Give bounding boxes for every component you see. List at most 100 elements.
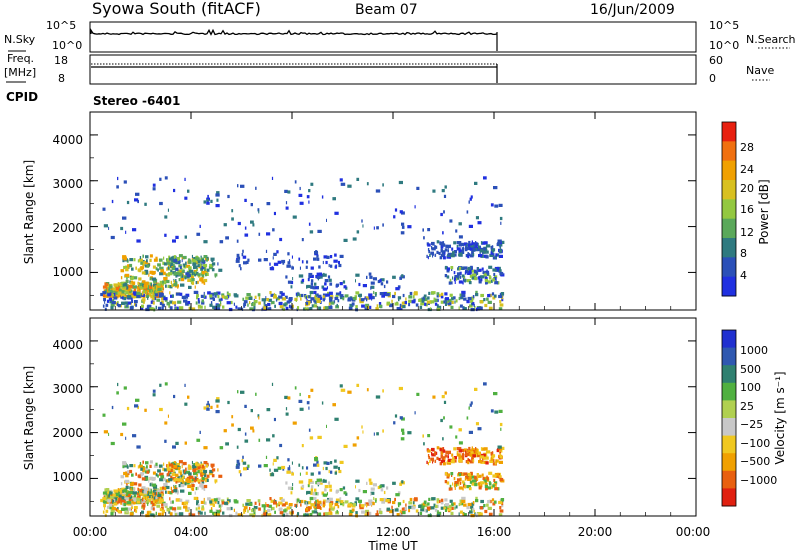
echo-cell <box>432 254 434 258</box>
echo-cell <box>318 471 321 475</box>
echo-cell <box>448 244 451 249</box>
echo-cell <box>118 497 122 501</box>
echo-cell <box>155 511 157 515</box>
echo-cell <box>394 208 398 212</box>
echo-cell <box>480 293 484 298</box>
echo-cell <box>353 503 356 507</box>
vel-cbar-tick-neg1000: −1000 <box>740 474 777 487</box>
echo-cell <box>104 513 107 517</box>
echo-cell <box>468 487 472 491</box>
echo-cell <box>360 504 365 508</box>
echo-cell <box>131 299 134 303</box>
echo-cell <box>325 499 330 503</box>
echo-cell <box>227 293 231 297</box>
echo-cell <box>204 268 207 272</box>
echo-cell <box>478 306 483 310</box>
echo-cell <box>451 473 453 477</box>
echo-cell <box>299 499 304 504</box>
echo-cell <box>445 265 448 270</box>
echo-cell <box>310 488 314 492</box>
echo-cell <box>491 498 495 502</box>
echo-cell <box>235 465 240 469</box>
power-cbar-tick-16: 16 <box>740 203 754 216</box>
xtick-1600: 16:00 <box>477 525 512 539</box>
echo-cell <box>427 243 431 247</box>
echo-cell <box>471 502 475 506</box>
echo-cell <box>328 263 330 268</box>
echo-cell <box>197 260 201 264</box>
echo-cell <box>191 484 195 488</box>
echo-cell <box>362 284 367 288</box>
echo-cell <box>175 274 178 278</box>
echo-cell <box>453 241 457 245</box>
echo-cell <box>122 465 125 469</box>
echo-cell <box>491 292 495 296</box>
echo-cell <box>369 275 373 279</box>
echo-cell <box>150 506 155 510</box>
echo-cell <box>491 245 494 249</box>
echo-cell <box>218 474 223 478</box>
echo-cell <box>279 443 283 448</box>
echo-cell <box>139 283 143 287</box>
echo-cell <box>338 263 342 268</box>
echo-cell <box>134 506 138 510</box>
echo-cell <box>397 285 401 289</box>
echo-cell <box>164 487 167 491</box>
echo-cell <box>107 293 111 297</box>
echo-cell <box>203 461 208 465</box>
echo-cell <box>342 486 346 490</box>
colorbar-swatch <box>722 257 736 278</box>
echo-cell <box>444 508 447 512</box>
echo-cell <box>149 270 154 274</box>
echo-cell <box>499 303 504 307</box>
echo-cell <box>313 463 317 467</box>
echo-cell <box>277 260 282 264</box>
echo-cell <box>401 480 404 484</box>
echo-cell <box>214 274 217 278</box>
echo-cell <box>456 277 458 281</box>
echo-cell <box>112 287 117 291</box>
echo-cell <box>121 293 126 297</box>
echo-cell <box>149 277 152 281</box>
echo-cell <box>348 512 353 516</box>
echo-cell <box>472 450 476 454</box>
echo-cell <box>281 292 285 296</box>
echo-cell <box>456 453 461 457</box>
echo-cell <box>208 472 213 476</box>
echo-cell <box>113 296 118 300</box>
echo-cell <box>237 184 239 188</box>
echo-cell <box>158 496 161 500</box>
echo-cell <box>110 235 115 240</box>
power-colorbar-frame <box>721 121 737 297</box>
echo-cell <box>182 274 184 278</box>
echo-cell <box>392 481 396 485</box>
echo-cell <box>433 297 436 301</box>
echo-cell <box>238 264 241 268</box>
echo-cell <box>175 259 180 263</box>
echo-cell <box>108 491 113 495</box>
echo-cell <box>455 229 458 233</box>
echo-cell <box>130 281 132 285</box>
echo-cell <box>203 266 206 270</box>
echo-cell <box>199 224 201 228</box>
echo-cell <box>451 247 454 251</box>
echo-cell <box>382 183 384 187</box>
echo-cell <box>149 460 153 464</box>
echo-cell <box>447 504 452 508</box>
velocity-colorbar: 1000 500 100 25 −25 −100 −500 −1000 Velo… <box>721 329 787 507</box>
echo-cell <box>306 401 310 405</box>
echo-cell <box>111 405 114 410</box>
echo-cell <box>441 451 444 455</box>
echo-cell <box>500 240 505 244</box>
echo-cell <box>455 505 458 509</box>
echo-cell <box>183 264 186 268</box>
echo-cell <box>493 478 496 483</box>
echo-cell <box>285 407 288 411</box>
echo-cell <box>220 300 222 305</box>
echo-cell <box>484 278 488 283</box>
echo-cell <box>380 282 384 286</box>
echo-cell <box>285 481 288 485</box>
echo-cell <box>458 455 462 459</box>
echo-cell <box>233 302 235 306</box>
echo-cell <box>443 256 446 260</box>
